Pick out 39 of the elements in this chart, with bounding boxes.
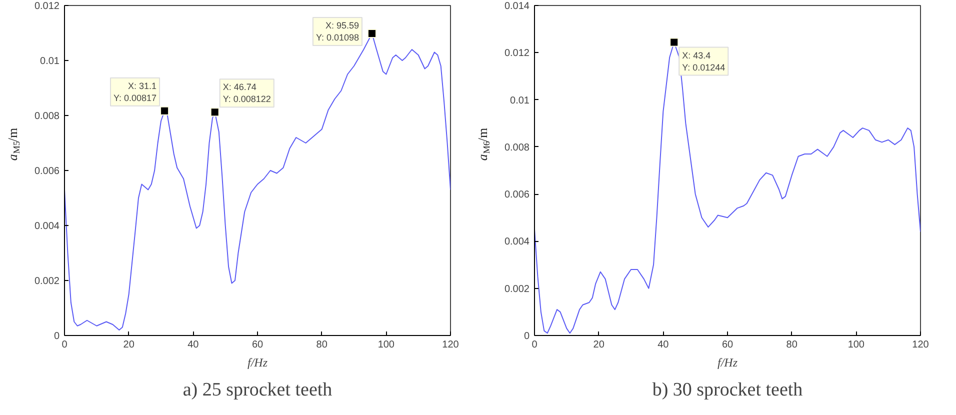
y-tick-label: 0.004: [34, 221, 60, 232]
x-tick-label: 40: [188, 340, 200, 350]
x-tick-label: 0: [62, 340, 68, 350]
y-tick-label: 0.006: [504, 190, 530, 201]
y-tick-label: 0.002: [504, 284, 530, 295]
y-tick-label: 0.01: [510, 95, 530, 106]
y-tick-label: 0.012: [34, 1, 60, 12]
x-axis-title: f/Hz: [718, 356, 738, 370]
x-tick-label: 60: [252, 340, 264, 350]
text: b) 30 sprocket teeth: [652, 380, 804, 400]
x-tick-label: 100: [848, 340, 865, 350]
x-tick-label: 80: [316, 340, 328, 350]
x-tick-label: 20: [123, 340, 135, 350]
y-tick-label: 0.006: [34, 166, 60, 177]
y-tick-label: 0.008: [504, 142, 530, 154]
x-tick-label: 120: [912, 340, 930, 350]
x-tick-label: 100: [378, 340, 395, 350]
y-tick-label: 0.002: [34, 276, 60, 287]
text: a) 25 sprocket teeth: [182, 380, 333, 400]
y-axis-title: aM6/m: [475, 128, 492, 161]
y-axis-title: aM5/m: [5, 128, 22, 161]
y-tick-label: 0: [54, 331, 60, 342]
annotation: X: 46.74 Y: 0.008122: [222, 82, 271, 104]
y-tick-label: 0.01: [40, 56, 60, 67]
annotation: X: 31.1 Y: 0.00817: [114, 80, 157, 103]
x-tick-label: 80: [786, 340, 798, 350]
annotation: X: 95.59 Y: 0.01098: [316, 20, 359, 43]
x-tick-label: 40: [658, 340, 670, 350]
x-tick-label: 60: [722, 340, 734, 350]
y-tick-label: 0: [524, 331, 530, 342]
x-axis-title: f/Hz: [248, 356, 268, 370]
x-tick-label: 20: [593, 340, 605, 350]
y-tick-label: 0.008: [34, 111, 60, 122]
x-tick-label: 0: [532, 340, 538, 350]
y-tick-label: 0.014: [504, 1, 530, 12]
y-tick-label: 0.004: [504, 236, 530, 248]
y-tick-label: 0.012: [504, 48, 530, 60]
annotation: X: 43.4 Y: 0.01244: [682, 50, 726, 72]
x-tick-label: 120: [442, 340, 460, 350]
